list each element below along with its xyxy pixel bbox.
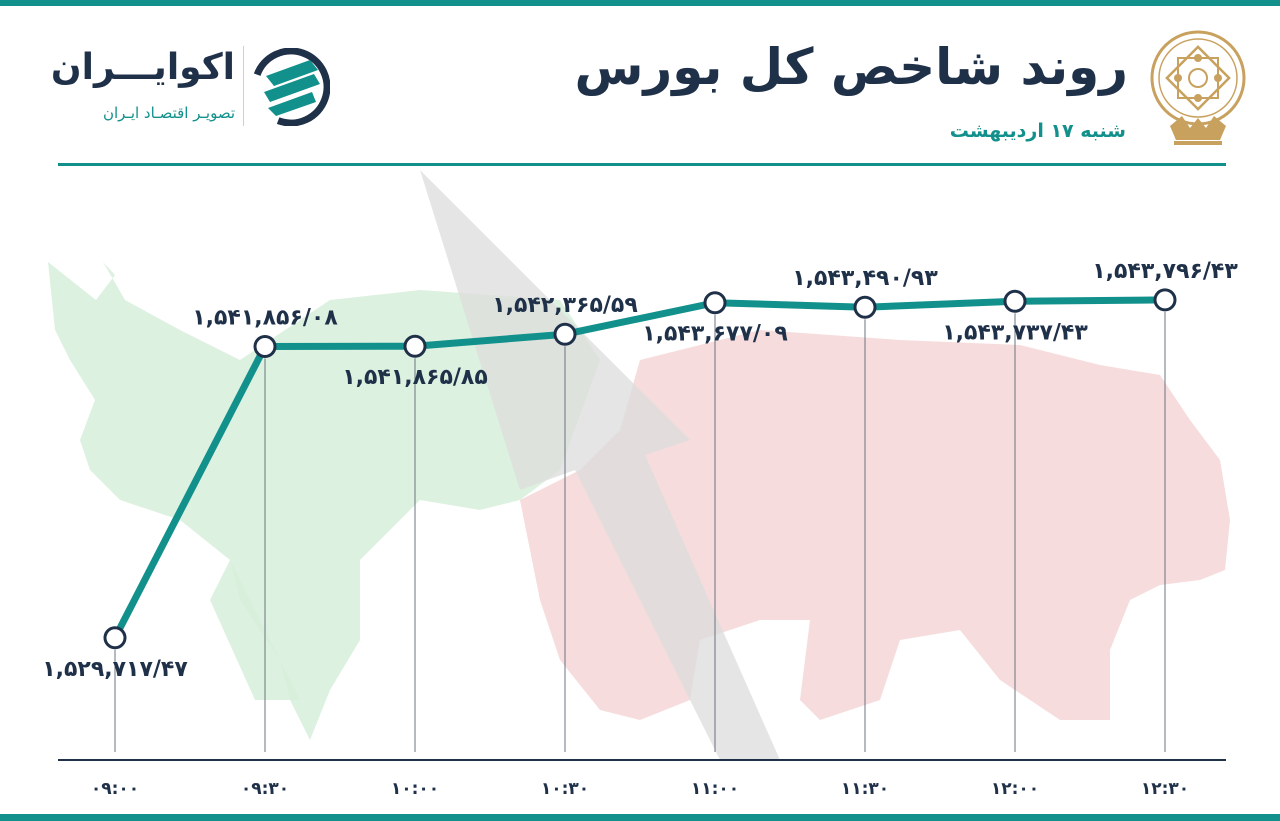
data-label: ۱,۵۴۳,۴۹۰/۹۳ — [792, 266, 938, 291]
top-accent-bar — [0, 0, 1280, 6]
background-art — [48, 170, 1230, 760]
x-tick-label: ۰۹:۳۰ — [241, 779, 289, 799]
data-label: ۱,۵۴۲,۳۶۵/۵۹ — [492, 293, 638, 318]
page-title: روند شاخص کل بورس — [574, 38, 1128, 96]
exchange-emblem-icon — [1150, 30, 1246, 145]
data-point — [1003, 289, 1027, 313]
data-point — [1153, 288, 1177, 312]
data-point — [703, 291, 727, 315]
x-tick-labels: ۰۹:۰۰ ۰۹:۳۰ ۱۰:۰۰ ۱۰:۳۰ ۱۱:۰۰ ۱۱:۳۰ ۱۲:۰۰ ۱۲:۳۰ — [91, 779, 1189, 799]
bottom-accent-bar — [0, 814, 1280, 821]
x-tick-label: ۰۹:۰۰ — [91, 779, 139, 799]
drop-lines — [114, 311, 1166, 752]
brand-tagline: تصویـر اقتصـاد ایـران — [102, 104, 235, 122]
brand-divider — [243, 46, 244, 126]
x-tick-label: ۱۰:۰۰ — [391, 779, 439, 799]
data-label: ۱,۵۴۳,۷۹۶/۴۳ — [1092, 259, 1238, 284]
data-label: ۱,۵۲۹,۷۱۷/۴۷ — [42, 657, 188, 682]
data-labels: ۱,۵۲۹,۷۱۷/۴۷ ۱,۵۴۱,۸۵۶/۰۸ ۱,۵۴۱,۸۶۵/۸۵ ۱,۵۴… — [42, 259, 1238, 682]
bull-silhouette — [48, 262, 600, 740]
data-label: ۱,۵۴۱,۸۵۶/۰۸ — [192, 305, 338, 330]
data-point — [103, 626, 127, 650]
x-tick-label: ۱۱:۰۰ — [691, 779, 739, 799]
data-point — [853, 295, 877, 319]
series-line-group — [111, 296, 1169, 642]
series-line — [111, 296, 1169, 642]
brand-logo-icon — [252, 48, 330, 126]
page-subtitle: شنبه ۱۷ اردیبهشت — [949, 120, 1126, 142]
header-divider — [58, 163, 1226, 166]
data-label: ۱,۵۴۱,۸۶۵/۸۵ — [342, 365, 488, 390]
x-tick-label: ۱۲:۳۰ — [1141, 779, 1189, 799]
data-point — [403, 334, 427, 358]
data-points — [103, 288, 1177, 650]
arrow-shape — [420, 170, 780, 760]
x-tick-label: ۱۰:۳۰ — [541, 779, 589, 799]
x-tick-label: ۱۲:۰۰ — [991, 779, 1039, 799]
brand-name: اکوایـــران — [50, 47, 235, 88]
data-label: ۱,۵۴۳,۶۷۷/۰۹ — [642, 322, 788, 347]
x-tick-label: ۱۱:۳۰ — [841, 779, 889, 799]
data-point — [253, 334, 277, 358]
data-label: ۱,۵۴۳,۷۳۷/۴۳ — [942, 320, 1088, 345]
data-point — [553, 322, 577, 346]
